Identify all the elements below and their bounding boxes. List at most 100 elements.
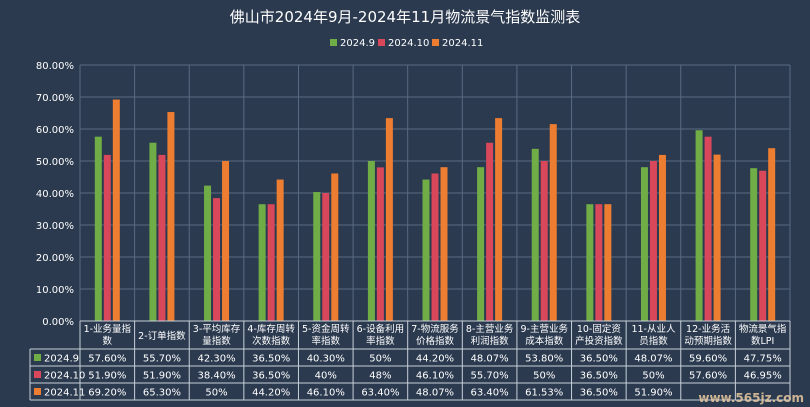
bar-0-11 [695, 130, 703, 321]
data-label-0-5: 50% [369, 354, 391, 365]
data-label-2-6: 48.07% [416, 388, 454, 399]
data-label-1-9: 36.50% [580, 371, 618, 382]
data-label-0-12: 47.75% [744, 354, 782, 365]
data-label-1-11: 57.60% [689, 371, 727, 382]
data-label-0-7: 48.07% [471, 354, 509, 365]
category-label-2: 量指数 [202, 335, 231, 347]
y-tick-label: 30.00% [36, 221, 74, 232]
data-label-2-8: 61.53% [525, 388, 563, 399]
bar-2-6 [440, 167, 448, 321]
table-swatch-0 [34, 354, 41, 361]
data-label-0-1: 55.70% [143, 354, 181, 365]
bar-1-1 [158, 154, 166, 321]
bar-0-12 [750, 168, 758, 321]
data-label-2-1: 65.30% [143, 388, 181, 399]
bar-1-8 [540, 161, 548, 321]
y-tick-label: 20.00% [36, 253, 74, 264]
bar-0-3 [258, 204, 266, 321]
category-label-11: 12-业务活 [686, 323, 731, 335]
data-label-1-1: 51.90% [143, 371, 181, 382]
category-label-2: 3-平均库存 [193, 323, 241, 335]
data-label-0-4: 40.30% [307, 354, 345, 365]
category-label-10: 员指数 [639, 335, 668, 347]
bar-1-12 [759, 170, 767, 321]
data-label-1-2: 38.40% [197, 371, 235, 382]
data-label-0-6: 44.20% [416, 354, 454, 365]
y-tick-label: 80.00% [36, 61, 74, 72]
category-label-6: 价格指数 [416, 335, 455, 347]
legend-swatch-0 [330, 39, 337, 46]
bar-0-8 [531, 148, 539, 321]
table-series-label-0: 2024.9 [44, 354, 79, 365]
data-label-2-4: 46.10% [307, 388, 345, 399]
data-label-1-10: 50% [642, 371, 664, 382]
y-tick-label: 60.00% [36, 125, 74, 136]
bar-0-1 [149, 142, 157, 321]
data-label-2-7: 63.40% [471, 388, 509, 399]
y-tick-label: 40.00% [36, 189, 74, 200]
bar-2-4 [331, 173, 339, 321]
bar-0-4 [313, 192, 321, 321]
bar-1-7 [486, 142, 494, 321]
bar-2-10 [658, 154, 666, 321]
data-label-1-5: 48% [369, 371, 391, 382]
bar-1-4 [322, 193, 330, 321]
data-label-1-8: 50% [533, 371, 555, 382]
category-label-12: 数LPI [751, 335, 774, 347]
category-label-8: 9-主营业务 [520, 323, 568, 335]
table-swatch-1 [34, 371, 41, 378]
data-label-2-5: 63.40% [361, 388, 399, 399]
data-label-2-10: 51.90% [634, 388, 672, 399]
category-label-4: 率指数 [312, 335, 341, 347]
data-label-0-0: 57.60% [88, 354, 126, 365]
data-label-1-6: 46.10% [416, 371, 454, 382]
bar-2-5 [385, 118, 393, 322]
data-label-2-3: 44.20% [252, 388, 290, 399]
bar-2-1 [167, 112, 175, 321]
bar-2-9 [604, 204, 612, 321]
category-label-6: 7-物流服务 [411, 323, 459, 335]
category-label-3: 4-库存周转 [247, 323, 295, 335]
table-series-label-2: 2024.11 [44, 388, 85, 399]
data-label-0-8: 53.80% [525, 354, 563, 365]
bar-0-9 [586, 204, 594, 321]
category-label-10: 11-从业人 [631, 324, 676, 335]
data-label-1-12: 46.95% [744, 371, 782, 382]
category-label-4: 5-资金周转 [302, 323, 350, 335]
data-label-0-2: 42.30% [197, 354, 235, 365]
data-label-0-10: 48.07% [634, 354, 672, 365]
data-label-1-7: 55.70% [471, 371, 509, 382]
bars [94, 99, 776, 322]
category-label-9: 产投资指数 [575, 335, 623, 347]
y-axis: 0.00% 10.00% 20.00% 30.00% 40.00% 50.00% 60.00… [36, 61, 74, 328]
bar-1-2 [213, 198, 221, 321]
watermark: www.565jz.com [698, 391, 804, 405]
data-label-1-4: 40% [315, 371, 337, 382]
bar-2-3 [276, 179, 284, 321]
data-label-0-3: 36.50% [252, 354, 290, 365]
category-label-7: 8-主营业务 [466, 323, 514, 335]
chart-title: 佛山市2024年9月-2024年11月物流景气指数监测表 [230, 8, 580, 26]
legend-label-1: 2024.10 [388, 38, 429, 49]
table-swatch-2 [34, 388, 41, 395]
y-tick-label: 0.00% [42, 317, 74, 328]
category-label-5: 率指数 [366, 335, 395, 347]
bar-1-6 [431, 173, 439, 321]
data-label-1-3: 36.50% [252, 371, 290, 382]
legend: 2024.9 2024.10 2024.11 [330, 38, 483, 49]
category-label-0: 数 [103, 335, 113, 347]
y-tick-label: 10.00% [36, 285, 74, 296]
category-label-1: 2-订单指数 [138, 330, 186, 342]
bar-1-11 [704, 136, 712, 321]
category-label-3: 次数指数 [252, 335, 291, 347]
bar-2-0 [112, 99, 120, 321]
bar-2-7 [495, 118, 503, 322]
table-series-label-1: 2024.10 [44, 371, 85, 382]
bar-2-12 [768, 148, 776, 321]
data-label-2-2: 50% [205, 388, 227, 399]
data-label-2-9: 36.50% [580, 388, 618, 399]
data-label-1-0: 51.90% [88, 371, 126, 382]
category-label-12: 物流景气指 [739, 323, 787, 335]
